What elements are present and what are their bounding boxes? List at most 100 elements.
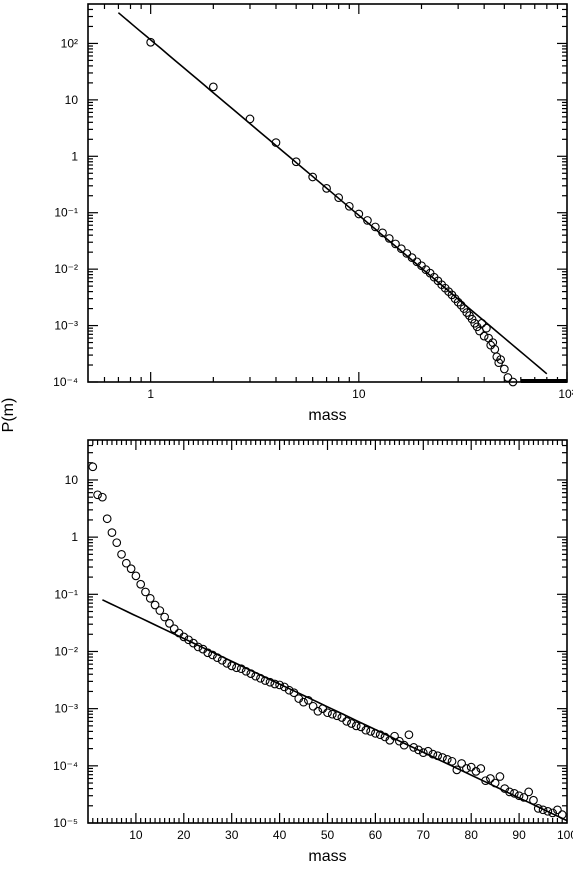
data-point [471,767,481,776]
data-point [136,579,146,589]
data-point [169,624,179,634]
data-point [236,664,246,674]
data-point [404,730,414,740]
x-tick-label: 80 [465,828,479,842]
data-point [503,373,513,382]
data-point [519,793,529,802]
x-tick-label: 90 [512,828,526,842]
y-tick-label: 10⁻⁵ [53,816,78,830]
data-point [313,706,323,716]
data-point [490,344,500,354]
data-point [543,806,553,816]
data-point [409,743,419,752]
x-axis-title: mass [308,848,346,865]
data-point [508,377,518,387]
data-point [524,787,534,797]
data-point [155,606,165,615]
data-point [361,725,371,735]
x-tick-label: 1 [147,387,154,401]
data-point [131,571,141,581]
data-point [447,756,457,766]
data-point [323,708,332,718]
data-point [121,558,131,568]
shared-y-axis-title: P(m) [0,398,17,433]
x-tick-label: 50 [321,828,335,842]
y-tick-label: 10 [65,93,79,107]
data-point [299,697,308,707]
plot-frame [87,439,568,824]
y-tick-label: 10² [61,36,78,50]
x-tick-label: 20 [177,828,191,842]
data-point [117,549,126,559]
data-point [418,748,428,758]
data-point [160,612,169,622]
data-point [334,193,344,202]
x-tick-label: 10² [558,387,573,401]
data-point [363,216,372,225]
data-point [538,805,548,815]
data-point [203,648,213,658]
data-point [414,745,423,755]
data-point [479,331,489,341]
data-point [291,157,301,167]
data-point [553,805,562,815]
x-tick-label: 60 [369,828,383,842]
data-point [327,709,337,719]
y-tick-label: 10⁻² [54,644,78,658]
data-point [150,600,160,610]
data-point [208,650,217,660]
data-point [457,759,466,768]
data-point [98,492,107,502]
data-point [462,308,472,317]
y-tick-label: 10⁻¹ [54,587,78,601]
data-point [145,593,155,603]
y-tick-label: 10⁻¹ [54,206,78,220]
data-point [484,333,493,343]
data-point [126,564,136,574]
data-point [102,514,112,524]
y-tick-label: 1 [71,530,78,544]
data-point [482,323,491,333]
y-tick-label: 10⁻³ [54,319,78,333]
data-point [354,209,364,219]
x-tick-label: 100 [557,828,573,842]
x-tick-label: 70 [417,828,431,842]
data-point [495,772,505,781]
data-point [112,538,122,548]
data-point [265,677,275,687]
y-tick-label: 10⁻⁴ [53,375,78,389]
data-point [499,364,509,374]
data-point [375,730,385,740]
data-point [308,701,318,711]
data-point [141,587,150,597]
data-point [342,716,352,726]
data-point [88,462,98,472]
data-point [351,721,361,731]
y-tick-label: 1 [71,149,78,163]
y-tick-label: 10⁻³ [54,702,78,716]
data-point [93,490,102,500]
data-point [308,172,318,182]
bottom-panel: 10 20 30 40 50 60 70 80 90 100 10⁻⁵ 10⁻⁴ 10⁻³ 10⁻² 10⁻… [53,439,573,865]
data-point [428,749,438,759]
y-tick-label: 10 [65,473,79,487]
plot-frame [87,3,568,383]
data-point [208,82,218,92]
data-point [322,184,331,193]
x-tick-label: 10 [352,387,366,401]
y-tick-label: 10⁻⁴ [53,759,78,773]
top-panel: 1 10 10² 10⁻⁴ 10⁻³ 10⁻² 10⁻¹ 1 10 10² mass [53,3,573,424]
x-axis-title: mass [308,407,346,424]
fit-line [117,12,548,375]
data-point [486,774,495,783]
data-point [548,808,557,818]
x-tick-label: 40 [273,828,287,842]
data-point [476,764,486,773]
fit-line [102,599,568,822]
x-tick-label: 10 [129,828,143,842]
data-point [347,719,356,728]
y-tick-label: 10⁻² [54,262,78,276]
x-tick-label: 30 [225,828,239,842]
data-point [466,762,476,772]
data-point [344,201,354,211]
